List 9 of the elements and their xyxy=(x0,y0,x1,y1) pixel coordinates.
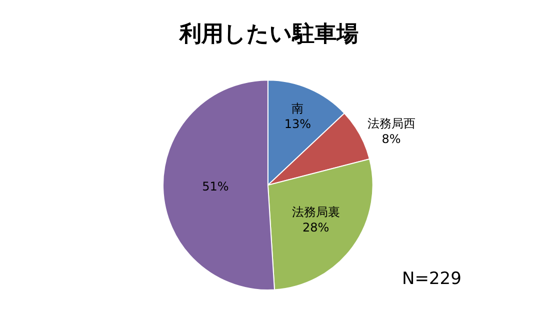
text: N=229 xyxy=(402,269,462,289)
data-label: 28% xyxy=(302,220,330,235)
slice-label: 法務局裏 xyxy=(292,205,340,220)
slice-label: 南 xyxy=(292,101,304,116)
chart-title: 利用したい駐車場 xyxy=(178,21,358,48)
data-label: 51% xyxy=(202,180,229,194)
data-label: 8% xyxy=(382,132,401,146)
data-label: 13% xyxy=(284,116,312,131)
slice-label: 法務局西 xyxy=(367,116,416,130)
